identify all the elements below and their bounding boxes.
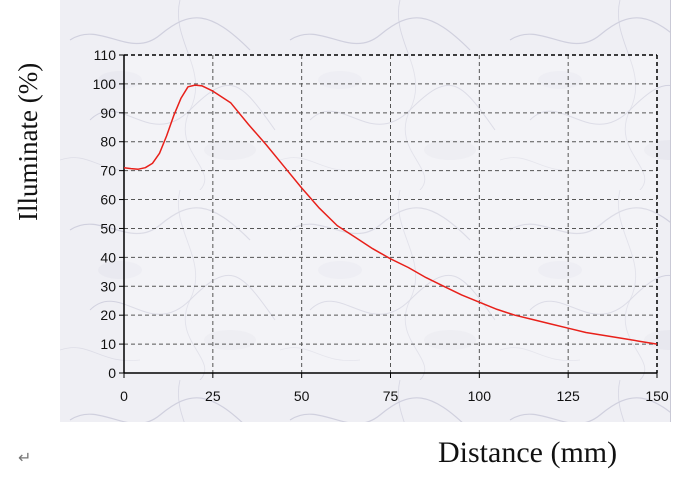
y-tick-label: 110: [94, 47, 117, 63]
y-tick-label: 70: [100, 163, 116, 179]
chart-plot: 0 10 20 30 40 50 60 70 80 90 100 110 0 25 50 75 100 125 15…: [60, 0, 670, 422]
x-tick-label: 0: [120, 388, 128, 404]
series: [123, 84, 658, 345]
series-line: [123, 84, 658, 345]
y-tick-label: 20: [100, 307, 116, 323]
x-tick-label: 50: [294, 388, 310, 404]
x-tick-label: 75: [383, 388, 399, 404]
y-tick-label: 90: [100, 105, 116, 121]
axes: 0 10 20 30 40 50 60 70 80 90 100 110 0 25 50 75 100 125 15…: [93, 47, 669, 404]
y-tick-label: 60: [100, 192, 116, 208]
y-axis-label: Illuminate (%): [13, 62, 43, 222]
y-tick-label: 80: [100, 134, 116, 150]
grid-lines: [124, 55, 657, 373]
y-tick-label: 50: [100, 220, 116, 236]
x-axis-label: Distance (mm): [438, 436, 618, 469]
x-tick-label: 150: [645, 388, 669, 404]
y-tick-label: 40: [100, 249, 116, 265]
x-tick-label: 25: [205, 388, 221, 404]
y-tick-label: 100: [93, 76, 117, 92]
x-tick-label: 100: [468, 388, 492, 404]
chart-area: 0 10 20 30 40 50 60 70 80 90 100 110 0 25 50 75 100 125 15…: [60, 0, 671, 422]
y-tick-label: 30: [100, 278, 116, 294]
y-tick-label: 0: [108, 365, 116, 381]
y-tick-label: 10: [100, 336, 116, 352]
x-tick-label: 125: [556, 388, 580, 404]
paragraph-mark: ↵: [18, 448, 32, 467]
plot-background: [124, 55, 657, 373]
